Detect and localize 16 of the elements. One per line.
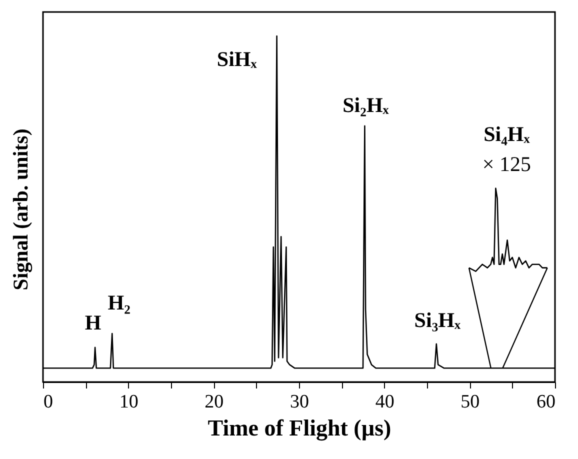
x-tick-label: 20: [204, 392, 224, 412]
x-axis-title: Time of Flight (µs): [208, 416, 392, 442]
x-tick-label: 40: [375, 392, 394, 412]
annotation: Si₂Hₓ: [342, 92, 390, 117]
annotation: Si₄Hₓ: [484, 122, 531, 146]
annotation: × 125: [482, 152, 531, 176]
annotation: SiHₓ: [216, 47, 258, 71]
annotation: H₂: [108, 290, 130, 315]
annotation: H: [84, 310, 102, 334]
x-tick-label: 50: [460, 392, 480, 412]
x-tick-label: 30: [290, 392, 309, 412]
x-tick-label: 60: [536, 392, 556, 412]
x-tick-label: 0: [44, 392, 53, 412]
x-tick-label: 10: [119, 392, 138, 412]
annotation: Si₃Hₓ: [414, 308, 462, 332]
y-axis-title: Signal (arb. units): [8, 128, 32, 290]
